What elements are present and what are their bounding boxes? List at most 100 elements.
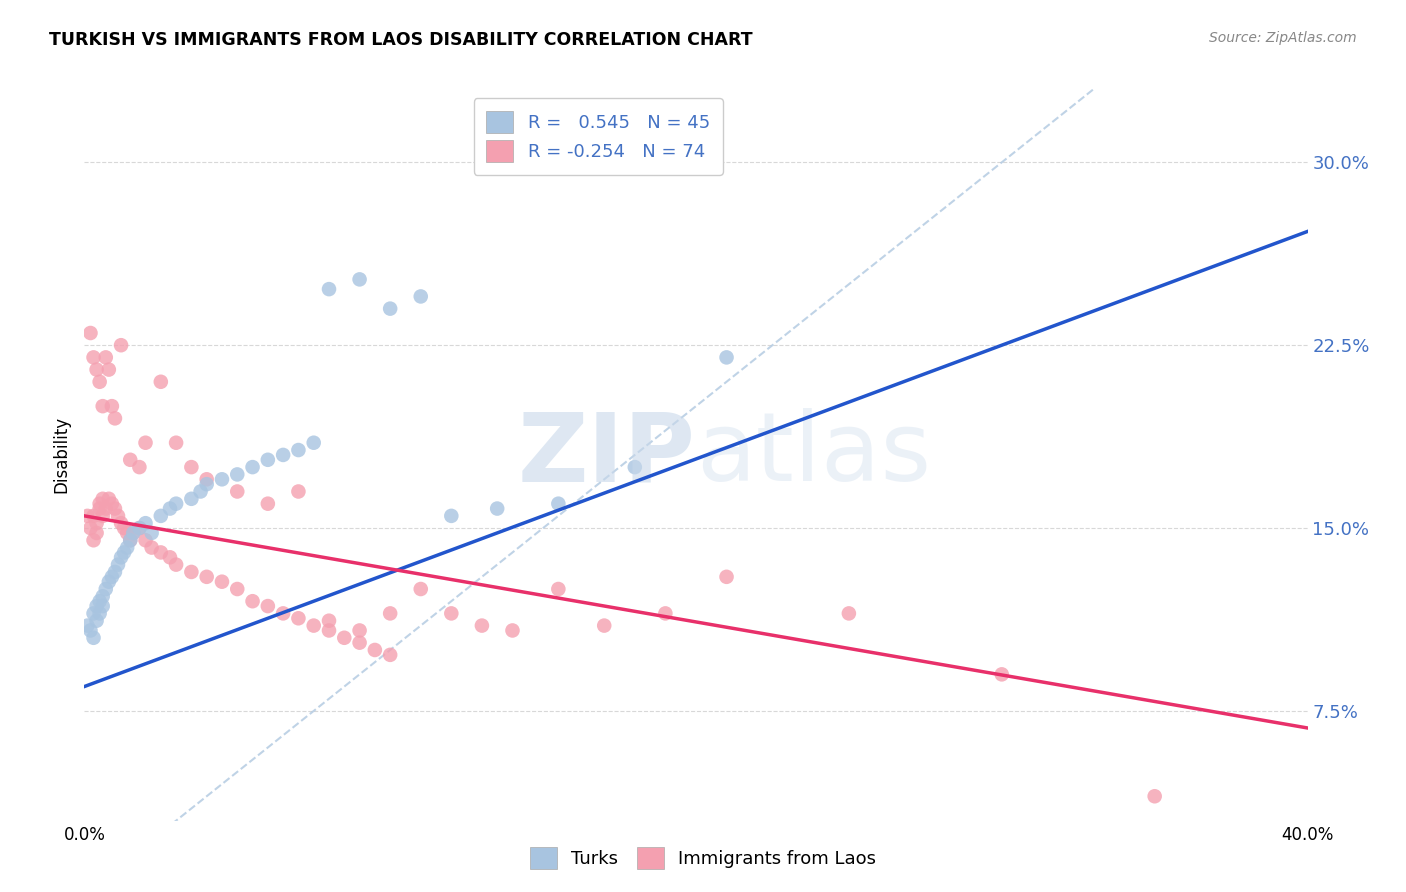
Point <box>91 491 114 506</box>
Point <box>195 472 218 486</box>
Point <box>112 521 135 535</box>
Point <box>257 497 280 511</box>
Point <box>195 477 218 491</box>
Point <box>257 452 280 467</box>
Point <box>107 508 129 523</box>
Point <box>409 289 432 303</box>
Point <box>211 472 233 486</box>
Point <box>141 525 163 540</box>
Point <box>128 521 150 535</box>
Point <box>135 435 157 450</box>
Point <box>159 550 181 565</box>
Point <box>364 643 387 657</box>
Point <box>149 375 172 389</box>
Point <box>83 508 105 523</box>
Point <box>83 533 105 548</box>
Point <box>159 501 181 516</box>
Point <box>83 631 105 645</box>
Point <box>547 497 569 511</box>
Point <box>141 541 163 555</box>
Point <box>79 624 101 638</box>
Point <box>97 574 120 589</box>
Point <box>135 533 157 548</box>
Point <box>380 607 402 621</box>
Point <box>110 550 132 565</box>
Point <box>89 375 111 389</box>
Point <box>97 362 120 376</box>
Point <box>271 448 294 462</box>
Text: ZIP: ZIP <box>517 409 696 501</box>
Point <box>107 558 129 572</box>
Point <box>94 351 117 365</box>
Point <box>101 399 124 413</box>
Point <box>89 594 111 608</box>
Point <box>318 624 340 638</box>
Text: Source: ZipAtlas.com: Source: ZipAtlas.com <box>1209 31 1357 45</box>
Point <box>76 508 98 523</box>
Point <box>190 484 212 499</box>
Point <box>122 525 145 540</box>
Point <box>440 607 463 621</box>
Point <box>318 282 340 296</box>
Point <box>716 351 738 365</box>
Point <box>349 272 371 286</box>
Point <box>838 607 860 621</box>
Point <box>287 443 309 458</box>
Point <box>349 635 371 649</box>
Point <box>91 599 114 613</box>
Point <box>486 501 509 516</box>
Point <box>333 631 356 645</box>
Point <box>165 435 187 450</box>
Point <box>104 501 127 516</box>
Point <box>318 614 340 628</box>
Point <box>271 607 294 621</box>
Point <box>149 545 172 559</box>
Point <box>211 574 233 589</box>
Point <box>94 501 117 516</box>
Point <box>242 594 264 608</box>
Point <box>1143 789 1166 804</box>
Point <box>89 497 111 511</box>
Point <box>83 607 105 621</box>
Point <box>716 570 738 584</box>
Point <box>991 667 1014 681</box>
Point <box>380 648 402 662</box>
Legend: Turks, Immigrants from Laos: Turks, Immigrants from Laos <box>520 838 886 879</box>
Point <box>242 460 264 475</box>
Point <box>91 399 114 413</box>
Text: atlas: atlas <box>696 409 931 501</box>
Point <box>112 545 135 559</box>
Point <box>97 491 120 506</box>
Point <box>89 607 111 621</box>
Point <box>76 618 98 632</box>
Legend: R =   0.545   N = 45, R = -0.254   N = 74: R = 0.545 N = 45, R = -0.254 N = 74 <box>474 98 723 175</box>
Point <box>79 521 101 535</box>
Point <box>165 497 187 511</box>
Point <box>502 624 524 638</box>
Point <box>593 618 616 632</box>
Point <box>83 351 105 365</box>
Point <box>409 582 432 596</box>
Point <box>120 452 142 467</box>
Point <box>115 525 138 540</box>
Point <box>120 533 142 548</box>
Y-axis label: Disability: Disability <box>52 417 70 493</box>
Point <box>257 599 280 613</box>
Point <box>195 570 218 584</box>
Point <box>86 525 108 540</box>
Point <box>79 326 101 340</box>
Point <box>380 301 402 316</box>
Point <box>128 460 150 475</box>
Point <box>624 460 647 475</box>
Point <box>89 501 111 516</box>
Point <box>654 607 676 621</box>
Point <box>226 484 249 499</box>
Point <box>94 582 117 596</box>
Point <box>180 460 202 475</box>
Point <box>91 590 114 604</box>
Point <box>440 508 463 523</box>
Point <box>287 484 309 499</box>
Point <box>86 614 108 628</box>
Point <box>128 521 150 535</box>
Point <box>122 525 145 540</box>
